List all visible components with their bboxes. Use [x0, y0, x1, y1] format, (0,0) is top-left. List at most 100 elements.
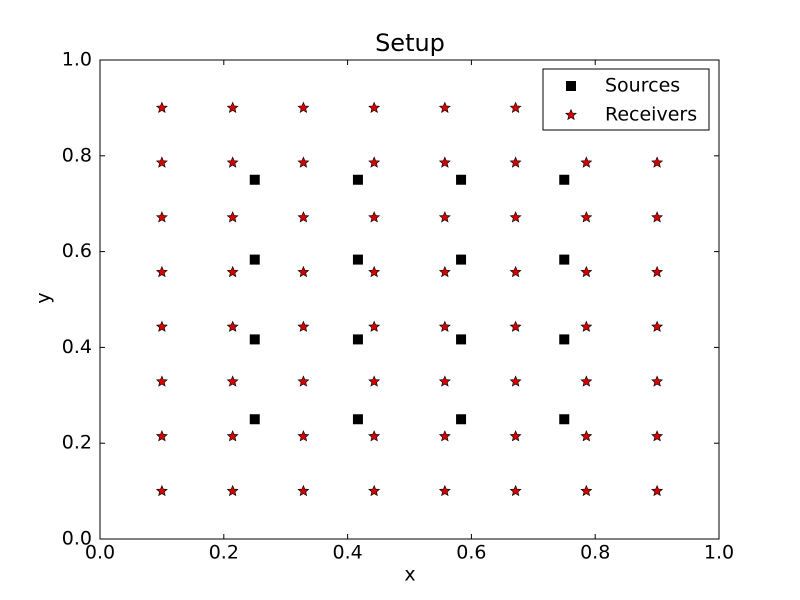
source-marker — [559, 414, 570, 425]
chart-title: Setup — [375, 29, 445, 57]
receiver-marker — [297, 484, 310, 497]
source-marker — [352, 334, 363, 345]
receiver-marker — [438, 101, 451, 113]
receiver-marker — [651, 484, 664, 497]
receiver-marker — [438, 430, 451, 442]
receiver-marker — [226, 430, 239, 442]
source-marker — [559, 174, 570, 185]
receiver-marker — [509, 484, 522, 497]
receiver-marker — [438, 156, 451, 168]
receiver-marker — [155, 484, 168, 497]
receiver-marker — [651, 320, 664, 332]
receiver-marker — [580, 484, 593, 497]
legend-label: Sources — [605, 75, 680, 97]
receiver-marker — [297, 320, 310, 332]
receiver-marker — [226, 156, 239, 168]
receiver-marker — [155, 265, 168, 278]
receiver-marker — [226, 265, 239, 278]
x-tick-label: 1.0 — [704, 542, 734, 564]
receiver-marker — [155, 101, 168, 113]
receiver-marker — [580, 320, 593, 332]
receiver-marker — [226, 484, 239, 497]
y-tick-label: 0.0 — [62, 528, 92, 550]
receiver-marker — [368, 211, 381, 223]
legend-marker — [566, 81, 576, 91]
receiver-marker — [509, 430, 522, 442]
receiver-marker — [297, 265, 310, 278]
receiver-marker — [438, 375, 451, 387]
plot-area — [99, 59, 720, 540]
source-marker — [249, 414, 260, 425]
receiver-marker — [226, 320, 239, 332]
source-marker — [559, 334, 570, 345]
receiver-marker — [368, 265, 381, 278]
source-marker — [456, 174, 467, 185]
receiver-marker — [297, 101, 310, 113]
receiver-marker — [580, 156, 593, 168]
x-tick-label: 0.4 — [332, 542, 362, 564]
receiver-marker — [368, 156, 381, 168]
receiver-marker — [368, 430, 381, 442]
receiver-marker — [297, 375, 310, 387]
y-tick-label: 0.4 — [62, 336, 92, 358]
receiver-marker — [509, 265, 522, 278]
receiver-marker — [580, 375, 593, 387]
receiver-marker — [155, 156, 168, 168]
receiver-marker — [368, 484, 381, 497]
x-tick-label: 0.0 — [85, 542, 115, 564]
receiver-marker — [651, 211, 664, 223]
y-tick-label: 0.6 — [62, 240, 92, 262]
legend-marker — [565, 108, 577, 121]
source-marker — [249, 334, 260, 345]
source-marker — [352, 254, 363, 265]
receiver-marker — [155, 430, 168, 442]
receiver-marker — [438, 484, 451, 497]
source-marker — [249, 254, 260, 265]
receiver-marker — [509, 101, 522, 113]
receiver-marker — [651, 156, 664, 168]
source-marker — [352, 414, 363, 425]
legend-label: Receivers — [605, 104, 697, 126]
y-tick-label: 0.2 — [62, 432, 92, 454]
receiver-marker — [438, 265, 451, 278]
y-axis-label: y — [33, 292, 55, 303]
receiver-marker — [509, 375, 522, 387]
receiver-marker — [509, 156, 522, 168]
receiver-marker — [438, 211, 451, 223]
receiver-marker — [438, 320, 451, 332]
source-marker — [249, 174, 260, 185]
receiver-marker — [651, 375, 664, 387]
x-axis-label: x — [404, 564, 415, 586]
receiver-marker — [226, 375, 239, 387]
y-tick-label: 1.0 — [62, 49, 92, 71]
x-tick-label: 0.6 — [456, 542, 486, 564]
y-tick-label: 0.8 — [62, 144, 92, 166]
receiver-marker — [226, 101, 239, 113]
source-marker — [456, 414, 467, 425]
x-tick-label: 0.8 — [580, 542, 610, 564]
x-tick-label: 0.2 — [209, 542, 239, 564]
receiver-marker — [368, 101, 381, 113]
receiver-marker — [580, 430, 593, 442]
receiver-marker — [297, 211, 310, 223]
receiver-marker — [297, 430, 310, 442]
source-marker — [352, 174, 363, 185]
receiver-marker — [651, 430, 664, 442]
receiver-marker — [368, 320, 381, 332]
receiver-marker — [368, 375, 381, 387]
receiver-marker — [580, 211, 593, 223]
source-marker — [456, 254, 467, 265]
legend-box — [542, 68, 710, 131]
receiver-marker — [155, 211, 168, 223]
receiver-marker — [297, 156, 310, 168]
source-marker — [559, 254, 570, 265]
receiver-marker — [509, 320, 522, 332]
receiver-marker — [155, 375, 168, 387]
receiver-marker — [651, 265, 664, 278]
receiver-marker — [155, 320, 168, 332]
source-marker — [456, 334, 467, 345]
receiver-marker — [226, 211, 239, 223]
receiver-marker — [580, 265, 593, 278]
receiver-marker — [509, 211, 522, 223]
